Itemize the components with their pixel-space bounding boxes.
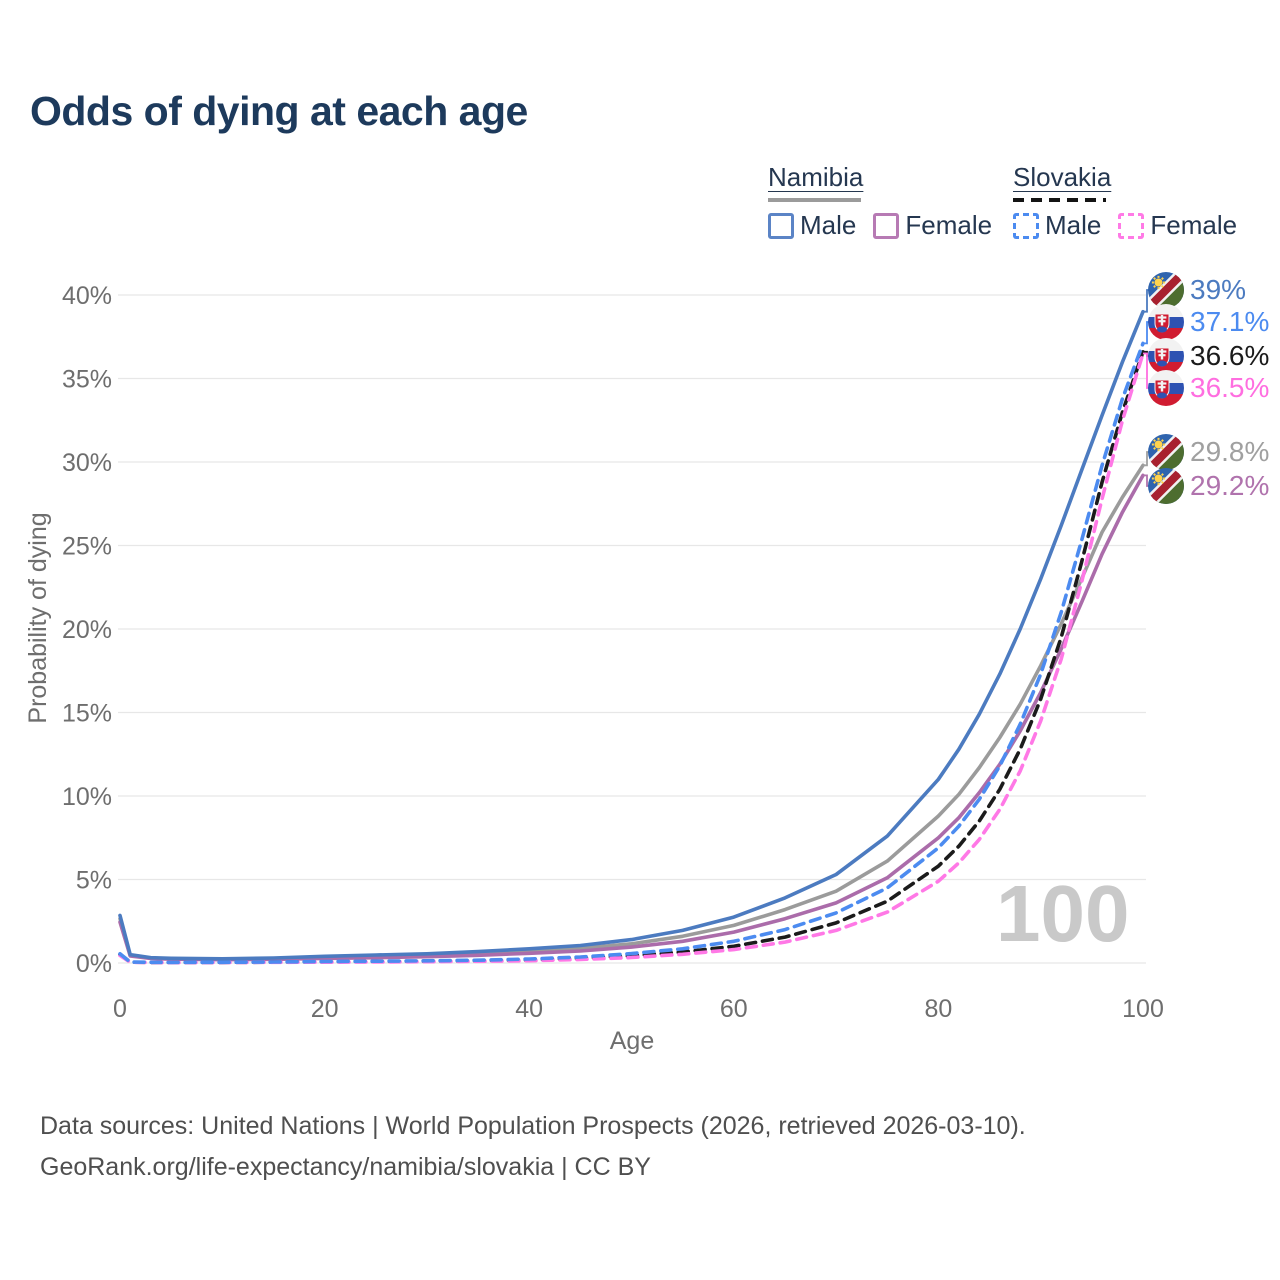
legend-group-slovakia: Slovakia Male Female: [1013, 162, 1237, 241]
series-line-slovakia: [118, 349, 1145, 965]
slovakia-line-sample: [1013, 198, 1106, 202]
x-tick-label: 20: [311, 995, 339, 1023]
y-tick-label: 25%: [62, 533, 112, 561]
gridlines: [118, 294, 1146, 964]
footer: Data sources: United Nations | World Pop…: [40, 1106, 1026, 1188]
x-tick-label: 40: [515, 995, 543, 1023]
legend-item-slovakia-male[interactable]: Male: [1013, 210, 1101, 241]
y-tick-label: 0%: [76, 950, 112, 978]
end-label-slovakia-female: 36.5%: [1190, 372, 1269, 403]
legend-label-slovakia-female: Female: [1150, 210, 1238, 240]
namibia-line-sample: [768, 198, 861, 202]
series-line-namibia-female: [118, 473, 1145, 962]
y-tick-label: 10%: [62, 783, 112, 811]
legend-country-slovakia: Slovakia: [1013, 162, 1112, 192]
legend: Namibia Male Female Slovakia Male Female: [768, 162, 1248, 242]
end-label-namibia-female: 29.2%: [1190, 470, 1269, 501]
y-tick-label: 35%: [62, 366, 112, 394]
checkbox-namibia-male[interactable]: [768, 212, 794, 239]
y-tick-label: 15%: [62, 700, 112, 728]
end-label-slovakia: 36.6%: [1190, 340, 1269, 371]
slovakia-flag-icon: [1148, 338, 1184, 374]
legend-label-namibia-female: Female: [905, 210, 993, 240]
end-label-namibia: 29.8%: [1190, 436, 1269, 467]
x-tick-label: 0: [113, 995, 127, 1023]
y-tick-label: 5%: [76, 867, 112, 895]
checkbox-slovakia-male[interactable]: [1013, 212, 1039, 239]
series-line-slovakia-male: [118, 341, 1145, 965]
slovakia-flag-icon: [1148, 304, 1184, 340]
y-tick-label: 30%: [62, 449, 112, 477]
legend-label-namibia-male: Male: [800, 210, 857, 240]
x-tick-label: 60: [720, 995, 748, 1023]
legend-group-namibia: Namibia Male Female: [768, 162, 992, 241]
series-line-slovakia-female: [118, 351, 1145, 965]
x-tick-label: 100: [1122, 995, 1164, 1023]
legend-item-slovakia-female[interactable]: Female: [1118, 210, 1237, 241]
x-tick-label: 80: [924, 995, 952, 1023]
page-title: Odds of dying at each age: [30, 88, 528, 134]
checkbox-slovakia-female[interactable]: [1118, 212, 1145, 239]
series-line-namibia-male: [118, 309, 1145, 961]
y-tick-label: 20%: [62, 616, 112, 644]
namibia-flag-icon: [1148, 468, 1184, 504]
checkbox-namibia-female[interactable]: [873, 212, 900, 239]
attribution-line: GeoRank.org/life-expectancy/namibia/slov…: [40, 1153, 651, 1181]
y-tick-label: 40%: [62, 282, 112, 310]
age-frame-watermark: 100: [996, 869, 1130, 958]
end-label-namibia-male: 39%: [1190, 274, 1246, 305]
data-sources-line: Data sources: United Nations | World Pop…: [40, 1112, 1026, 1140]
legend-country-namibia: Namibia: [768, 162, 864, 192]
y-axis-title: Probability of dying: [24, 512, 52, 723]
legend-label-slovakia-male: Male: [1045, 210, 1102, 240]
end-label-slovakia-male: 37.1%: [1190, 306, 1269, 337]
legend-item-namibia-male[interactable]: Male: [768, 210, 856, 241]
legend-item-namibia-female[interactable]: Female: [873, 210, 992, 241]
slovakia-flag-icon: [1148, 370, 1184, 406]
x-axis-title: Age: [610, 1027, 654, 1055]
